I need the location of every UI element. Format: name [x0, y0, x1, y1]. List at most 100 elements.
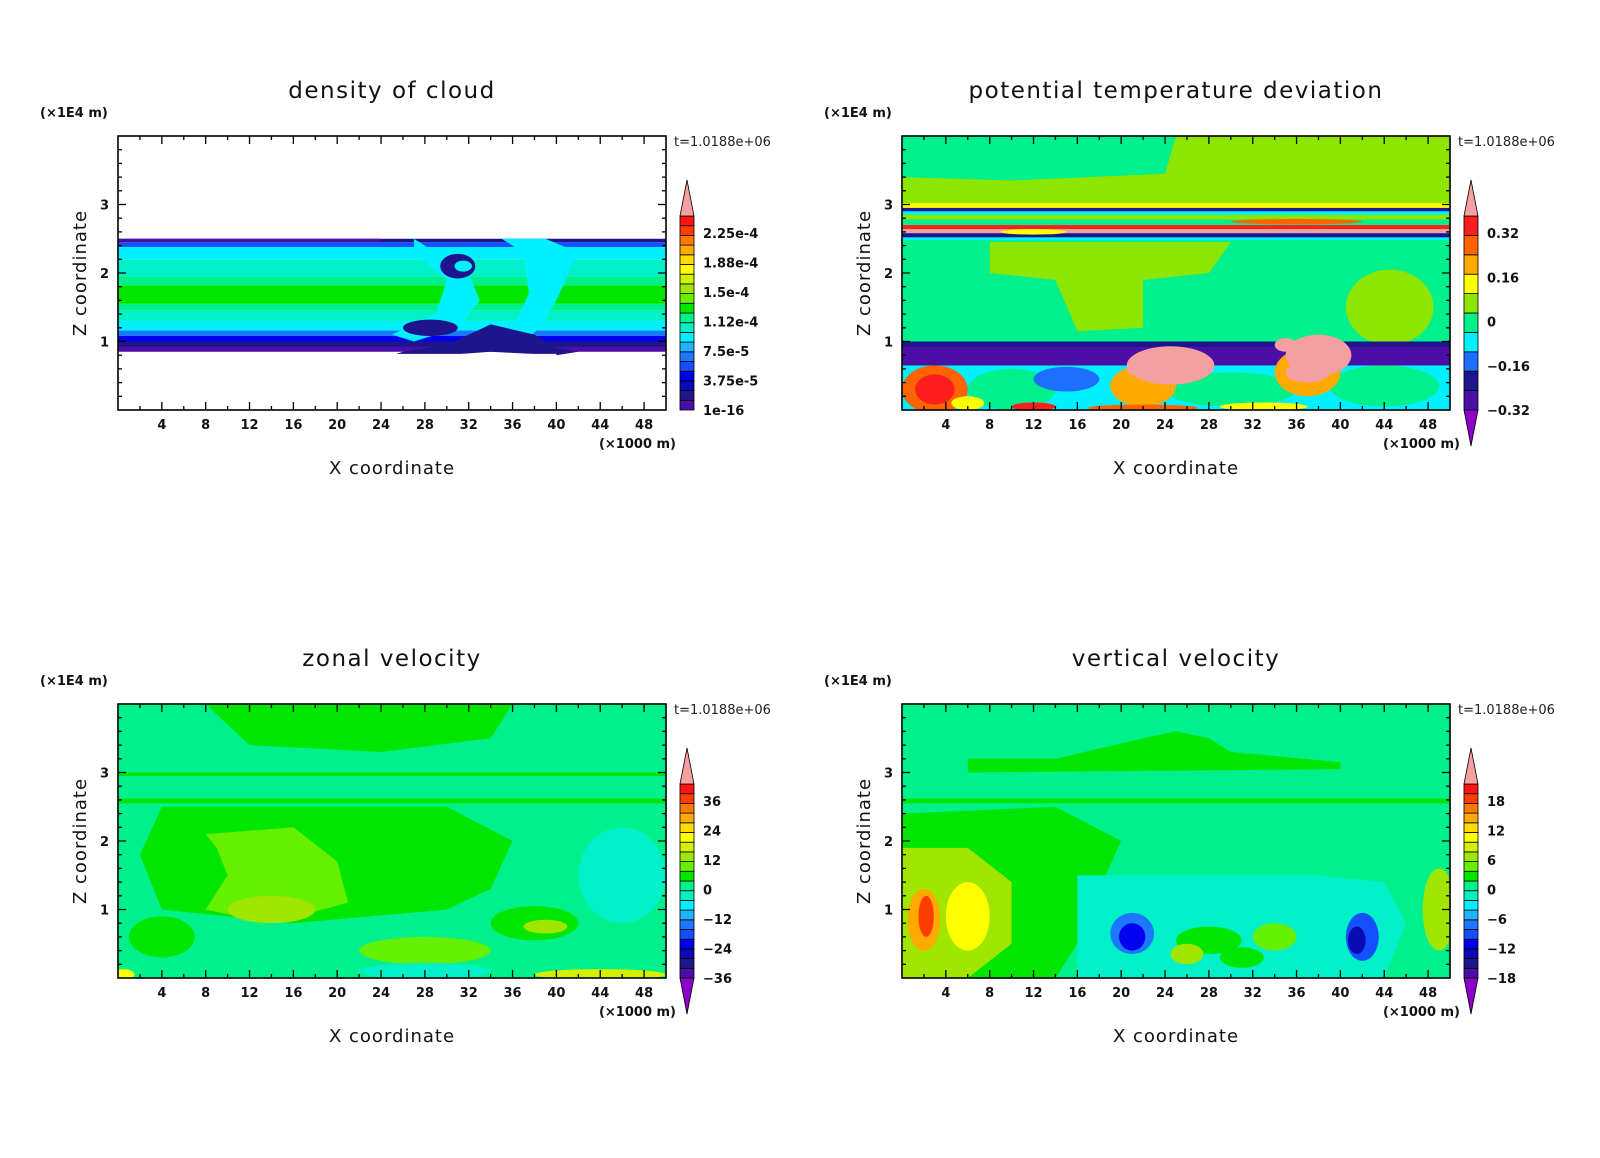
contour-region [1230, 218, 1363, 225]
contour-region [1165, 372, 1297, 407]
colorbar-bin [679, 802, 695, 814]
contour-band [118, 772, 666, 776]
contour-band [118, 285, 666, 304]
colorbar-label: 1.5e-4 [703, 286, 749, 301]
colorbar-bin [679, 361, 695, 372]
contour-region [967, 731, 1341, 773]
colorbar-bin [679, 322, 695, 333]
x-tick-label: 16 [1068, 986, 1086, 1001]
colorbar-bin [1463, 312, 1479, 333]
contour-region [1219, 947, 1264, 968]
x-tick-label: 28 [416, 986, 434, 1001]
x-tick-label: 40 [1331, 986, 1349, 1001]
colorbar-label: −24 [703, 943, 732, 958]
contour-band [118, 320, 666, 331]
colorbar-label: 2.25e-4 [703, 227, 758, 242]
contour-region [227, 895, 316, 924]
colorbar-bin [679, 832, 695, 843]
contour-region [918, 895, 934, 937]
colorbar-label: −6 [1487, 913, 1507, 928]
panel-zonal-velocity: zonal velocity(×1E4 m)t=1.0188e+064 8 12 16… [40, 646, 771, 1047]
time-label: t=1.0188e+06 [1458, 135, 1555, 150]
contour-band [118, 246, 666, 260]
contour-region [967, 368, 1056, 410]
y-tick-label: 2 [884, 267, 893, 282]
colorbar-bin [679, 967, 695, 979]
contour-region [1345, 269, 1434, 345]
colorbar-label: 18 [1487, 795, 1505, 810]
x-tick-label: 24 [372, 986, 390, 1001]
colorbar-label: 1.88e-4 [703, 257, 758, 272]
colorbar-bin [1463, 861, 1479, 872]
colorbar-bin [679, 938, 695, 950]
colorbar-bin [679, 812, 695, 824]
contour-band [118, 276, 666, 286]
colorbar-label: 36 [703, 795, 721, 810]
contour-region [1119, 923, 1146, 951]
colorbar-over-triangle [679, 747, 695, 785]
colorbar: −36 −24 −12 0 12 24 36 [679, 747, 732, 1015]
colorbar-bin [1463, 783, 1479, 795]
y-tick-label: 1 [884, 904, 893, 919]
colorbar-bin [1463, 919, 1479, 930]
colorbar-label: 1e-16 [703, 404, 744, 419]
x-tick-label: 8 [985, 986, 994, 1001]
contour-band [118, 346, 666, 352]
colorbar-bin [1463, 851, 1479, 862]
time-label: t=1.0188e+06 [674, 135, 771, 150]
x-tick-label: 28 [1200, 418, 1218, 433]
x-tick-label: 48 [1419, 418, 1437, 433]
colorbar-bin [1463, 812, 1479, 824]
contour-band [902, 798, 1450, 804]
colorbar-bin [679, 880, 695, 892]
colorbar-bin [679, 899, 695, 911]
colorbar-bin [1463, 929, 1479, 940]
colorbar-bin [679, 909, 695, 921]
panel-vertical-velocity: vertical velocity(×1E4 m)t=1.0188e+064 8 1… [824, 646, 1555, 1047]
colorbar-under-triangle [1463, 409, 1479, 447]
colorbar-bin [679, 390, 695, 401]
contour-region [1126, 360, 1160, 378]
colorbar-bin [1463, 870, 1479, 882]
x-tick-label: 20 [1112, 418, 1130, 433]
x-tick-label: 40 [1331, 418, 1349, 433]
contour-region [989, 242, 1231, 332]
x-axis-label: X coordinate [1113, 458, 1239, 479]
colorbar-over-triangle [1463, 747, 1479, 785]
x-tick-label: 4 [941, 986, 950, 1001]
colorbar-label: 24 [703, 825, 721, 840]
colorbar-label: −0.16 [1487, 360, 1530, 375]
colorbar-label: 12 [1487, 825, 1505, 840]
contour-band [118, 310, 666, 321]
colorbar-bin [679, 870, 695, 882]
colorbar: −0.32 −0.16 0 0.16 0.32 [1463, 179, 1530, 447]
x-axis-label: X coordinate [329, 458, 455, 479]
x-tick-label: 12 [240, 986, 258, 1001]
time-label: t=1.0188e+06 [1458, 703, 1555, 718]
contour-band [902, 341, 1450, 347]
contour-band [118, 259, 666, 277]
colorbar-over-triangle [679, 179, 695, 217]
x-axis-label: X coordinate [329, 1026, 455, 1047]
x-tick-label: 44 [1375, 986, 1393, 1001]
colorbar-bin [679, 215, 695, 227]
x-tick-label: 36 [1288, 418, 1306, 433]
contour-region [578, 827, 666, 924]
x-tick-label: 48 [1419, 986, 1437, 1001]
contour-region [1285, 362, 1330, 383]
y-tick-label: 1 [100, 904, 109, 919]
x-tick-label: 12 [1024, 418, 1042, 433]
colorbar-bin [679, 919, 695, 930]
colorbar-bin [679, 254, 695, 265]
colorbar-bin [1463, 890, 1479, 901]
y-tick-label: 2 [100, 835, 109, 850]
contour-band [118, 242, 666, 247]
contour-region [1170, 943, 1204, 965]
x-tick-label: 24 [1156, 418, 1174, 433]
contour-band [118, 341, 666, 347]
contour-region [1000, 229, 1067, 235]
colorbar-label: 1.12e-4 [703, 316, 758, 331]
contour-band [118, 238, 666, 243]
x-tick-label: 20 [1112, 986, 1130, 1001]
colorbar-bin [1463, 234, 1479, 256]
